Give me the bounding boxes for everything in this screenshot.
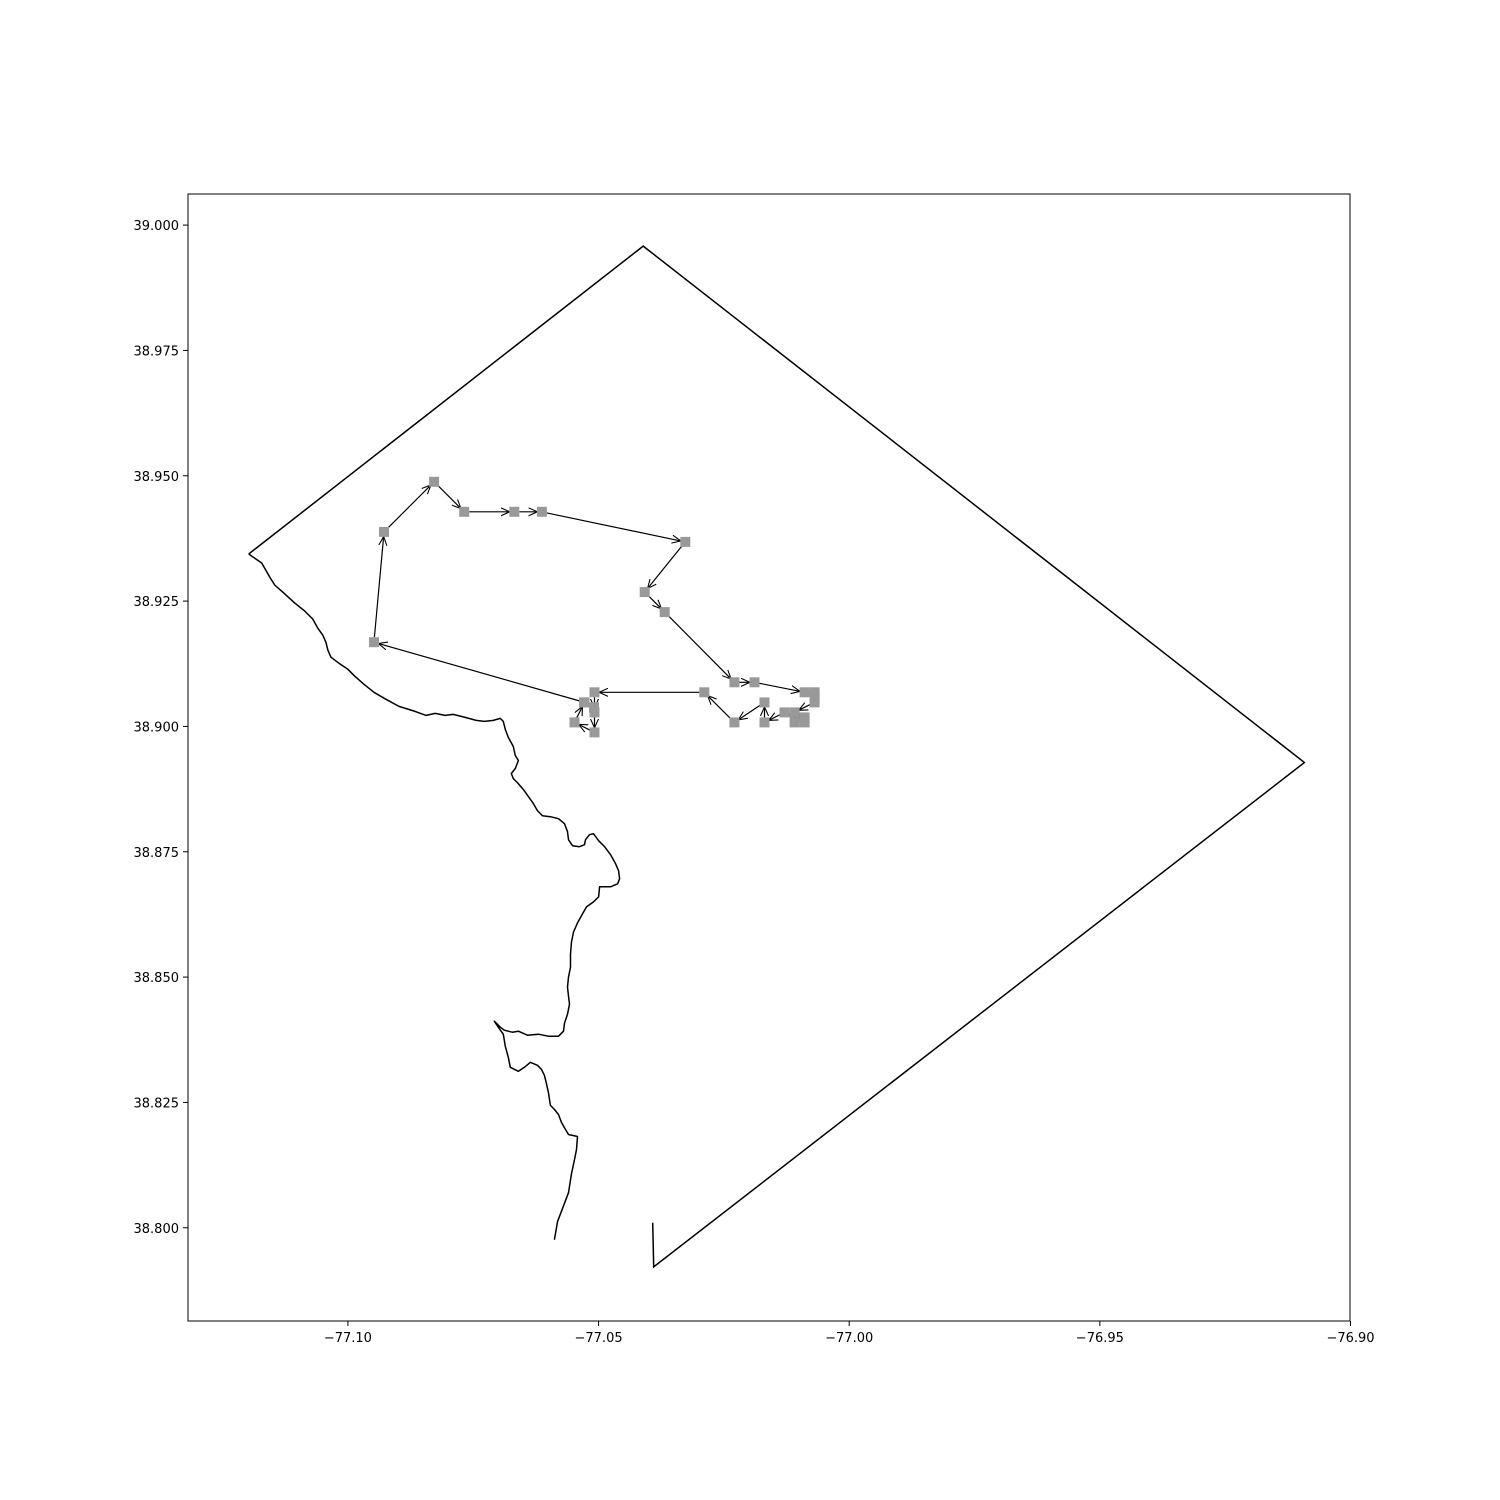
stop-marker [589, 687, 600, 698]
y-tick-label: 38.800 [134, 1222, 180, 1237]
stop-marker [569, 717, 580, 728]
y-tick-label: 38.850 [134, 971, 180, 986]
x-tick-label: −77.05 [575, 1331, 623, 1346]
stop-marker [589, 702, 599, 713]
y-tick-label: 38.925 [134, 595, 180, 610]
y-axis: 39.000 38.975 38.950 38.925 38.900 38.875 38.8… [134, 219, 188, 1237]
route-segment [577, 707, 583, 719]
route-segment [667, 615, 731, 679]
route-segment [759, 682, 799, 691]
boundary-layer [248, 245, 1306, 1269]
y-tick-label: 39.000 [134, 219, 180, 234]
stop-marker [789, 707, 800, 718]
stop-marker [699, 687, 710, 698]
x-tick-label: −77.10 [324, 1331, 372, 1346]
stop-marker [369, 637, 379, 648]
route-segment [379, 644, 580, 702]
stop-marker [659, 607, 670, 618]
route-segment [647, 595, 661, 609]
stop-marker [759, 697, 770, 708]
route-segment [739, 704, 761, 720]
route-segment [769, 715, 781, 721]
district-boundary-shoreline [248, 553, 621, 1240]
route-segment [579, 725, 591, 731]
x-tick-label: −77.00 [825, 1331, 873, 1346]
x-tick-label: −76.90 [1326, 1331, 1374, 1346]
stop-marker [680, 536, 691, 547]
route-segment [437, 484, 461, 508]
x-tick-label: −76.95 [1076, 1331, 1124, 1346]
stop-marker [589, 727, 600, 738]
route-segment [799, 705, 811, 711]
stop-marker [759, 717, 770, 728]
stop-marker [809, 692, 820, 703]
stop-marker [809, 697, 820, 708]
y-tick-label: 38.825 [134, 1096, 180, 1111]
stop-marker [509, 506, 520, 517]
route-segment [648, 545, 683, 588]
route-segment [373, 537, 383, 638]
y-tick-label: 38.975 [134, 344, 180, 359]
plot-frame [187, 193, 1351, 1322]
stop-marker [459, 506, 470, 517]
y-tick-label: 38.950 [134, 470, 180, 485]
stop-marker [789, 717, 800, 728]
stops-layer [369, 476, 820, 738]
stop-marker [536, 506, 547, 517]
y-tick-label: 38.875 [134, 846, 180, 861]
stop-marker [729, 677, 740, 688]
x-axis: −77.10 −77.05 −77.00 −76.95 −76.90 [324, 1321, 1375, 1346]
district-boundary-border [248, 245, 1306, 1269]
route-segment [708, 696, 732, 720]
y-tick-label: 38.900 [134, 720, 180, 735]
stop-marker [779, 707, 790, 718]
stop-marker [579, 697, 589, 708]
route-segment [387, 485, 431, 529]
stop-marker [429, 476, 440, 487]
stop-marker [729, 717, 740, 728]
stop-marker [379, 526, 389, 537]
stop-marker [749, 677, 760, 688]
stop-marker [799, 687, 810, 698]
stop-marker [639, 587, 650, 598]
stop-marker [799, 712, 810, 723]
route-segment [546, 512, 681, 541]
